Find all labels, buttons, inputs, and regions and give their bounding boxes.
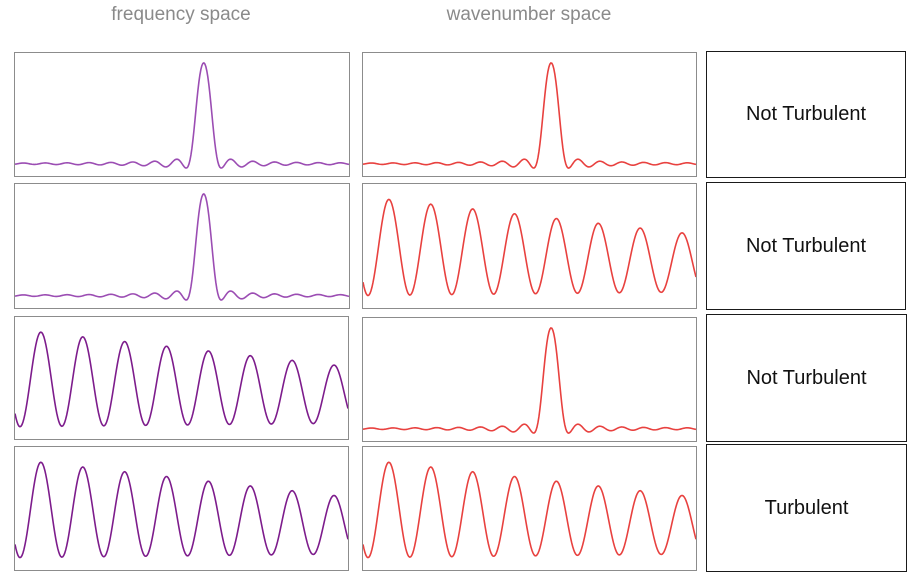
frequency-curve-row-2 [15, 194, 349, 300]
wavenumber-panel-row-1 [362, 52, 697, 177]
frequency-panel-row-1 [14, 52, 350, 177]
wavenumber-curve-row-1 [363, 63, 696, 168]
wavenumber-curve-row-4 [363, 462, 696, 557]
wavenumber-panel-row-3 [362, 317, 697, 442]
wavenumber-panel-row-4 [362, 446, 697, 571]
wavenumber-space-header: wavenumber space [446, 4, 612, 25]
wavenumber-panel-row-2 [362, 183, 697, 309]
frequency-panel-row-3 [14, 316, 349, 440]
frequency-space-header: frequency space [111, 4, 251, 25]
frequency-panel-row-2 [14, 183, 350, 309]
frequency-panel-row-4 [14, 446, 349, 571]
frequency-curve-row-4 [15, 462, 348, 557]
wavenumber-curve-row-3 [363, 328, 696, 433]
wavenumber-curve-row-2 [363, 199, 696, 295]
frequency-curve-row-1 [15, 63, 349, 168]
result-label-row-3: Not Turbulent [706, 314, 907, 442]
result-label-row-1: Not Turbulent [706, 51, 906, 178]
result-label-row-2: Not Turbulent [706, 182, 906, 310]
frequency-curve-row-3 [15, 332, 348, 427]
result-label-row-4: Turbulent [706, 444, 907, 572]
